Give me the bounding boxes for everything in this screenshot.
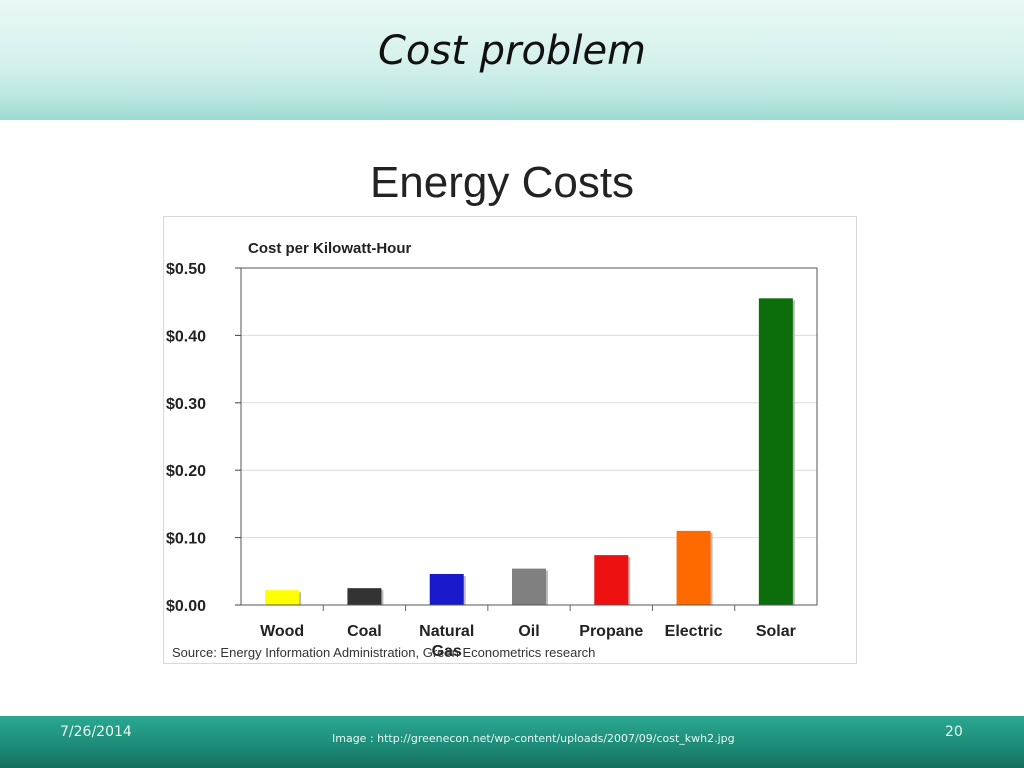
- footer-date: 7/26/2014: [60, 724, 132, 740]
- x-tick-label: Coal: [347, 623, 382, 640]
- chart-source-note: Source: Energy Information Administratio…: [172, 645, 595, 660]
- x-tick-label: Natural Gas: [419, 623, 474, 660]
- bar-oil: [512, 568, 546, 605]
- bar-electric: [676, 530, 711, 605]
- y-axis-title: Cost per Kilowatt-Hour: [248, 240, 411, 257]
- y-tick-label: $0.00: [166, 598, 206, 615]
- y-tick-label: $0.10: [166, 531, 206, 548]
- bar-wood: [265, 590, 300, 605]
- footer-image-credit: Image : http://greenecon.net/wp-content/…: [332, 732, 735, 745]
- y-tick-label: $0.20: [166, 463, 206, 480]
- y-tick-label: $0.40: [166, 328, 206, 345]
- slide-title: Cost problem: [377, 28, 647, 74]
- plot-area-border: [240, 267, 818, 606]
- x-tick-label: Wood: [260, 623, 304, 640]
- chart-title: Energy Costs: [369, 158, 635, 207]
- y-tick-label: $0.30: [166, 396, 206, 413]
- x-tick-label: Propane: [579, 623, 643, 640]
- x-tick-label: Electric: [665, 623, 723, 640]
- bar-coal: [347, 588, 382, 605]
- bar-propane: [594, 555, 629, 605]
- chart-frame: Cost per Kilowatt-Hour $0.00 $0.10 $0.20 $0.…: [163, 216, 857, 664]
- y-tick-label: $0.50: [166, 261, 206, 278]
- slide-footer: [0, 716, 1024, 768]
- energy-cost-chart: Cost per Kilowatt-Hour $0.00 $0.10 $0.20 $0.…: [166, 240, 818, 660]
- page-number: 20: [945, 724, 963, 740]
- bar-solar: [758, 298, 793, 605]
- bar-natural-gas: [429, 573, 464, 605]
- x-tick-label: Solar: [756, 623, 796, 640]
- slide-header: [0, 0, 1024, 120]
- x-tick-label: Oil: [518, 623, 539, 640]
